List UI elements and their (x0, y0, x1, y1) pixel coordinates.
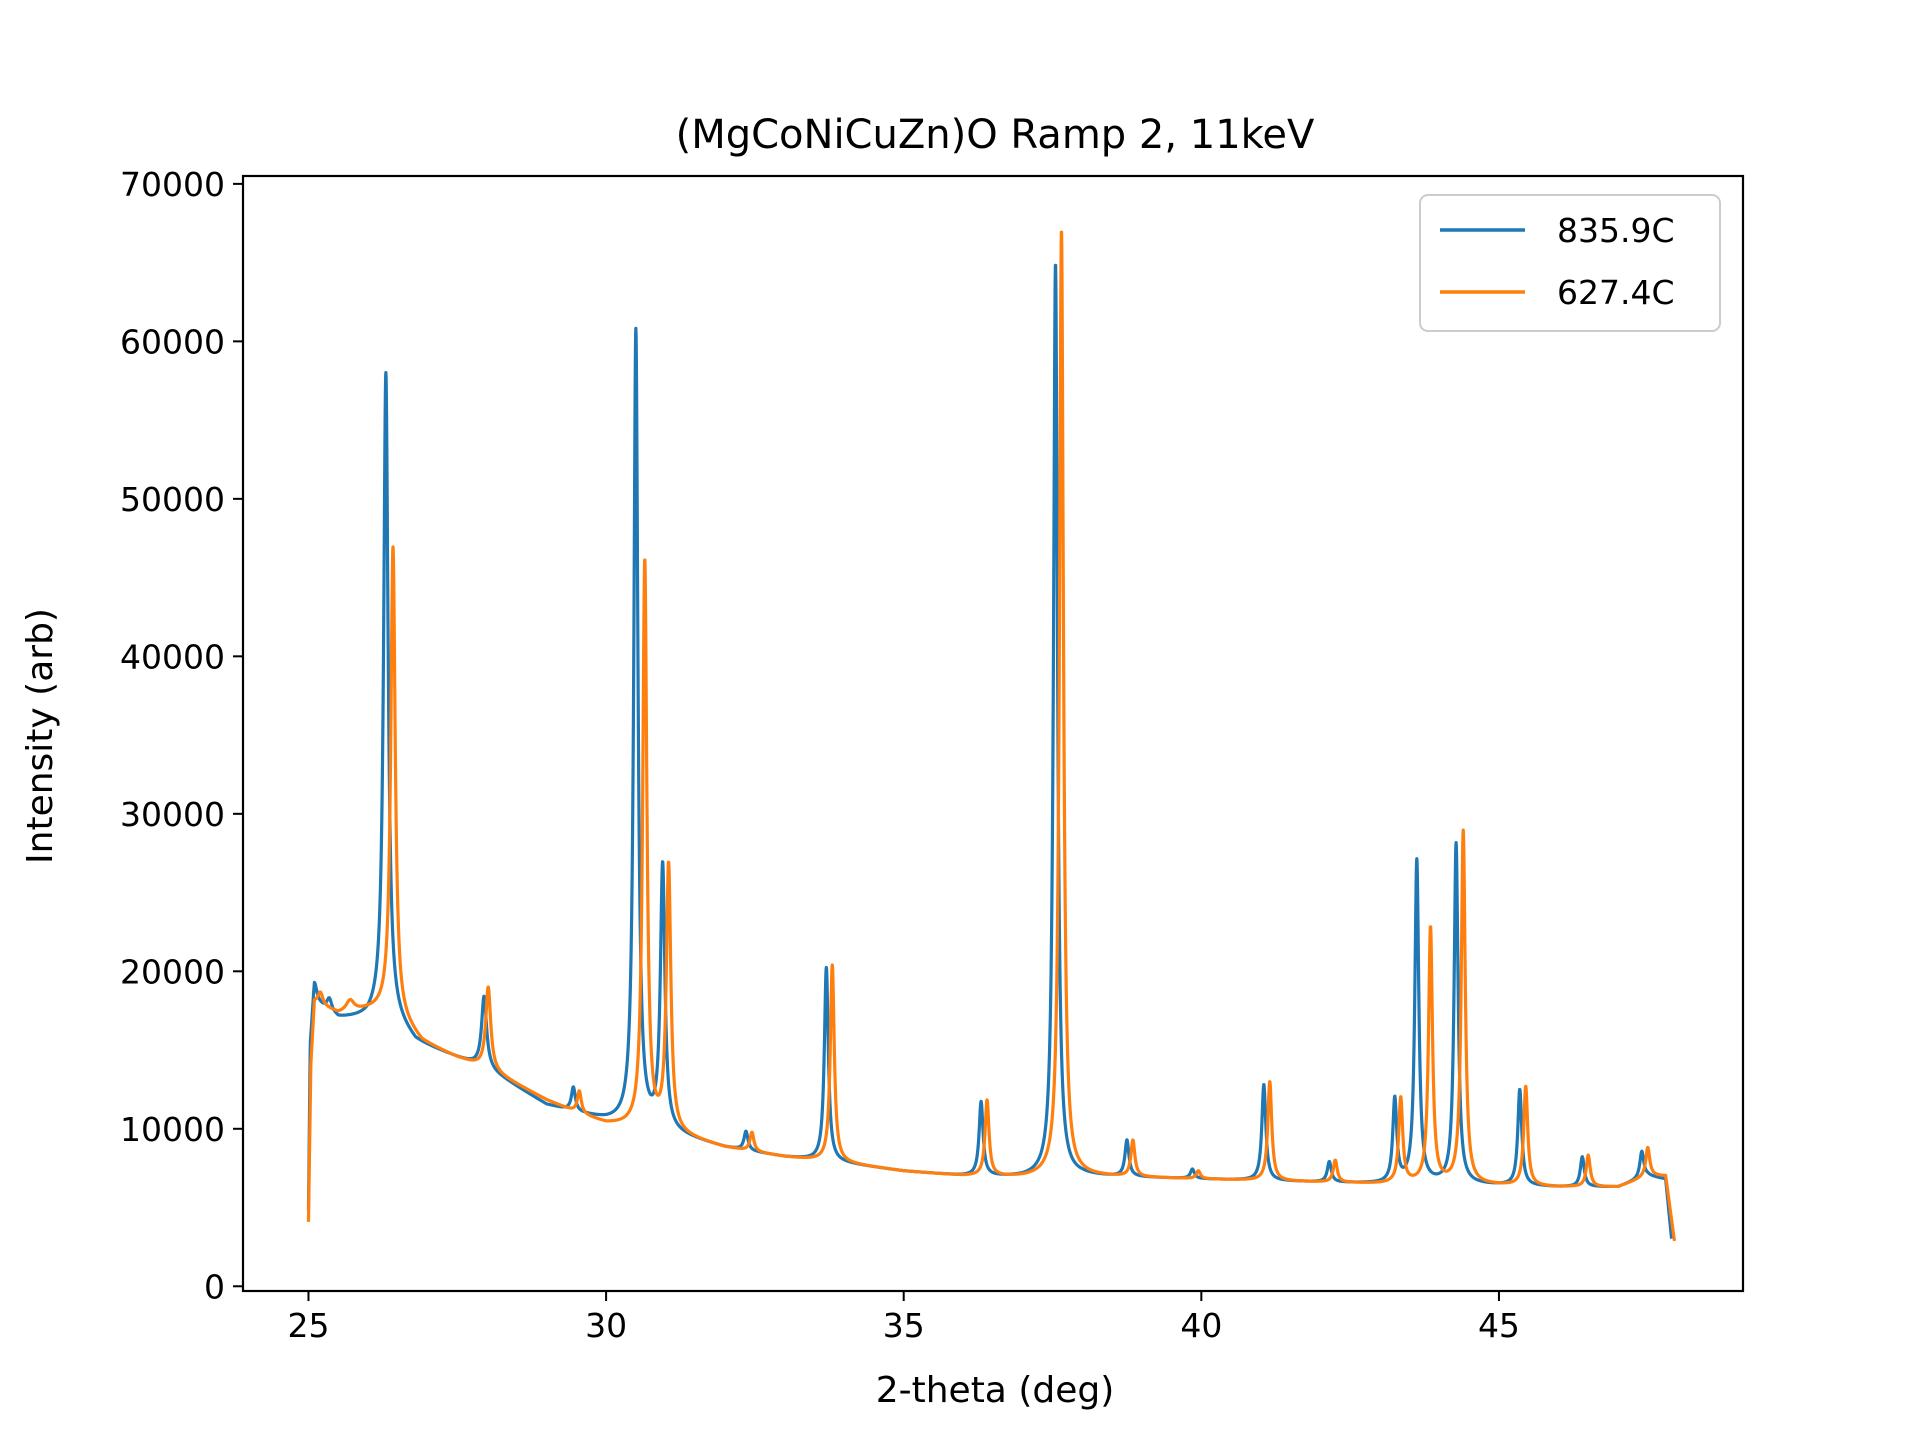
x-axis-label: 2-theta (deg) (876, 1370, 1115, 1411)
chart-title: (MgCoNiCuZn)O Ramp 2, 11keV (676, 112, 1315, 158)
series-line-0 (306, 263, 1674, 1239)
legend: 835.9C 627.4C (1419, 194, 1721, 332)
y-axis: 0 10000 20000 30000 40000 50000 60000 70000 (120, 165, 243, 1306)
x-tick-label: 25 (287, 1306, 329, 1345)
legend-label-1: 627.4C (1557, 273, 1675, 312)
x-tick-label: 35 (883, 1306, 925, 1345)
x-tick-label: 40 (1180, 1306, 1222, 1345)
series-line-1 (306, 230, 1677, 1242)
y-tick-label: 40000 (120, 637, 225, 676)
plot-area-frame (241, 174, 1745, 1293)
legend-label-0: 835.9C (1557, 211, 1675, 250)
x-axis: 25 30 35 40 45 (287, 1291, 1520, 1345)
y-tick-label: 70000 (120, 165, 225, 204)
y-tick-label: 50000 (120, 480, 225, 519)
y-tick-label: 30000 (120, 795, 225, 834)
x-tick-label: 30 (585, 1306, 627, 1345)
y-axis-label: Intensity (arb) (20, 608, 61, 864)
x-tick-label: 45 (1478, 1306, 1520, 1345)
y-tick-label: 20000 (120, 952, 225, 991)
y-tick-label: 60000 (120, 322, 225, 361)
y-tick-label: 0 (204, 1267, 225, 1306)
y-tick-label: 10000 (120, 1110, 225, 1149)
